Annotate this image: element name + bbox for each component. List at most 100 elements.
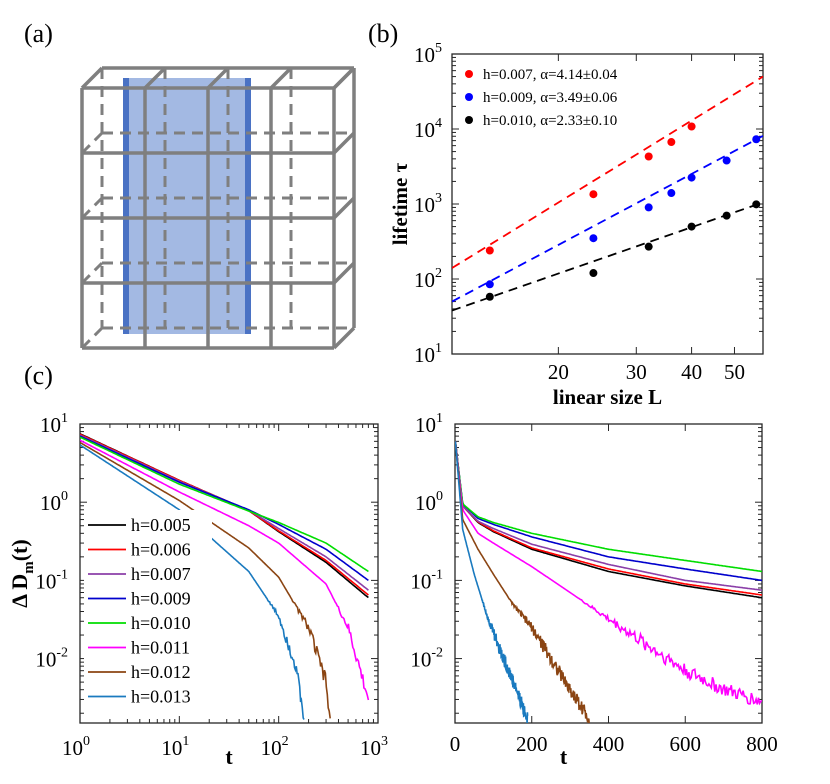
b-y-tick-label-base: 10 [414, 268, 435, 292]
top-depth-edge [269, 66, 293, 90]
b-fit-line-2 [452, 201, 763, 312]
side-depth-edge [332, 196, 356, 220]
b-data-point [589, 269, 598, 278]
cr-series-line-2 [455, 441, 762, 591]
cl-x-tick-label-base: 10 [261, 736, 282, 760]
b-x-tick-label: 20 [548, 360, 569, 384]
cr-series-line-6 [455, 441, 590, 723]
cl-y-tick-label-exponent: 0 [61, 489, 68, 504]
top-depth-edge [80, 66, 104, 90]
side-depth-edge [332, 131, 356, 155]
cl-x-tick-label-base: 10 [161, 736, 182, 760]
hidden-depth-edge [80, 131, 104, 155]
b-data-point [722, 156, 731, 165]
cl-series-line-4 [80, 436, 369, 573]
hidden-depth-edge [80, 261, 104, 285]
c-right-x-axis-label: t [560, 744, 568, 769]
b-y-tick-label-base: 10 [414, 193, 435, 217]
cr-y-tick-label-base: 10 [415, 413, 436, 437]
c-legend-label-7: h=0.013 [131, 687, 191, 707]
b-data-point [485, 280, 494, 289]
cl-y-tick-label-base: 10 [35, 648, 56, 672]
b-data-point [722, 211, 731, 220]
cl-x-tick-label-exponent: 2 [282, 734, 289, 749]
b-y-tick-label: 104 [414, 116, 442, 142]
panel-label-a: (a) [24, 19, 53, 48]
c-y-axis-label-tail: (t) [7, 539, 32, 561]
c-legend-box [84, 510, 212, 710]
cr-series-line-5 [455, 441, 762, 706]
cl-y-tick-label: 10-2 [35, 646, 68, 672]
cr-y-tick-label: 10-2 [410, 646, 443, 672]
b-data-point [687, 173, 696, 182]
cl-series-line-5 [80, 439, 370, 701]
cr-series-line-7 [455, 441, 529, 723]
b-y-tick-label: 105 [414, 41, 442, 67]
b-data-point [644, 152, 653, 161]
b-y-tick-label-exponent: 4 [435, 116, 442, 131]
c-legend-label-1: h=0.006 [131, 540, 191, 560]
b-ticks [452, 53, 763, 355]
b-y-tick-label-exponent: 2 [435, 266, 442, 281]
b-y-tick-label-base: 10 [414, 343, 435, 367]
b-data-point [687, 122, 696, 131]
b-data-point [589, 234, 598, 243]
b-y-tick-label: 101 [414, 341, 442, 367]
cr-y-tick-label-base: 10 [410, 648, 431, 672]
cr-x-tick-label: 0 [450, 732, 461, 756]
cr-series-line-3 [455, 441, 762, 582]
side-depth-edge [332, 66, 356, 90]
cl-x-tick-label: 100 [62, 734, 90, 760]
b-legend-marker-0 [465, 70, 473, 78]
c-legend: h=0.005 h=0.006 h=0.007 h=0.009 h=0.010 h=0.0… [84, 510, 212, 710]
b-data-point [752, 135, 761, 144]
cl-x-tick-label: 101 [161, 734, 189, 760]
cr-series-line-4 [455, 441, 762, 573]
panel-c-left-loglog-plot: Δ Dm(t) t 100 101 102 10310-210-1100101h=0.… [7, 411, 388, 769]
b-fit-line-0 [452, 75, 763, 269]
cl-y-tick-label-exponent: -1 [56, 567, 68, 582]
cl-y-tick-label-base: 10 [35, 569, 56, 593]
b-legend-marker-1 [465, 93, 473, 101]
c-left-x-axis-label: t [225, 744, 233, 769]
c-legend-label-4: h=0.010 [131, 613, 191, 633]
cl-x-tick-label-base: 10 [360, 736, 381, 760]
cr-y-tick-label: 100 [415, 489, 443, 515]
shaded-slab [124, 78, 250, 334]
cl-y-tick-label-base: 10 [40, 491, 61, 515]
cl-series-line-3 [80, 435, 369, 582]
lattice-hidden-edges [80, 68, 354, 350]
b-x-axis-label: linear size L [553, 385, 662, 409]
cr-x-tick-label: 400 [593, 732, 625, 756]
cr-y-tick-label-base: 10 [410, 569, 431, 593]
cr-y-tick-label-exponent: -1 [431, 567, 443, 582]
panel-label-b: (b) [368, 19, 398, 48]
cl-x-tick-label: 103 [360, 734, 388, 760]
b-fit-line-1 [452, 135, 763, 303]
hidden-depth-edge [80, 326, 104, 350]
b-y-tick-label-exponent: 1 [435, 341, 442, 356]
top-depth-edge [143, 66, 167, 90]
c-y-axis-label-sub: m [21, 561, 37, 574]
b-y-tick-label-base: 10 [414, 43, 435, 67]
cl-x-tick-label: 102 [261, 734, 289, 760]
b-data-point [485, 292, 494, 301]
cr-y-tick-label: 10-1 [410, 567, 443, 593]
cr-y-tick-label-exponent: -2 [431, 646, 443, 661]
b-y-axis-label-text: lifetime τ [388, 162, 412, 245]
cr-y-tick-label-exponent: 0 [436, 489, 443, 504]
cr-series-line-1 [455, 441, 762, 596]
cr-y-tick-label-base: 10 [415, 491, 436, 515]
b-data-point [752, 200, 761, 209]
cl-y-tick-label: 100 [40, 489, 68, 515]
cl-y-tick-label-base: 10 [40, 413, 61, 437]
b-data-point [589, 190, 598, 199]
top-depth-edge [206, 66, 230, 90]
b-legend-label-0: h=0.007, α=4.14±0.04 [483, 67, 618, 83]
lattice-schematic [80, 66, 356, 350]
c-legend-label-6: h=0.012 [131, 662, 191, 682]
b-data-point [667, 189, 676, 198]
b-legend-marker-2 [465, 116, 473, 124]
cr-y-tick-label-exponent: 1 [436, 411, 443, 426]
